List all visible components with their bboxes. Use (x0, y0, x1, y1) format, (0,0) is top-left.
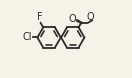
Text: O: O (69, 14, 76, 24)
Text: F: F (37, 12, 43, 22)
Text: O: O (87, 12, 94, 22)
Text: Cl: Cl (22, 33, 32, 43)
